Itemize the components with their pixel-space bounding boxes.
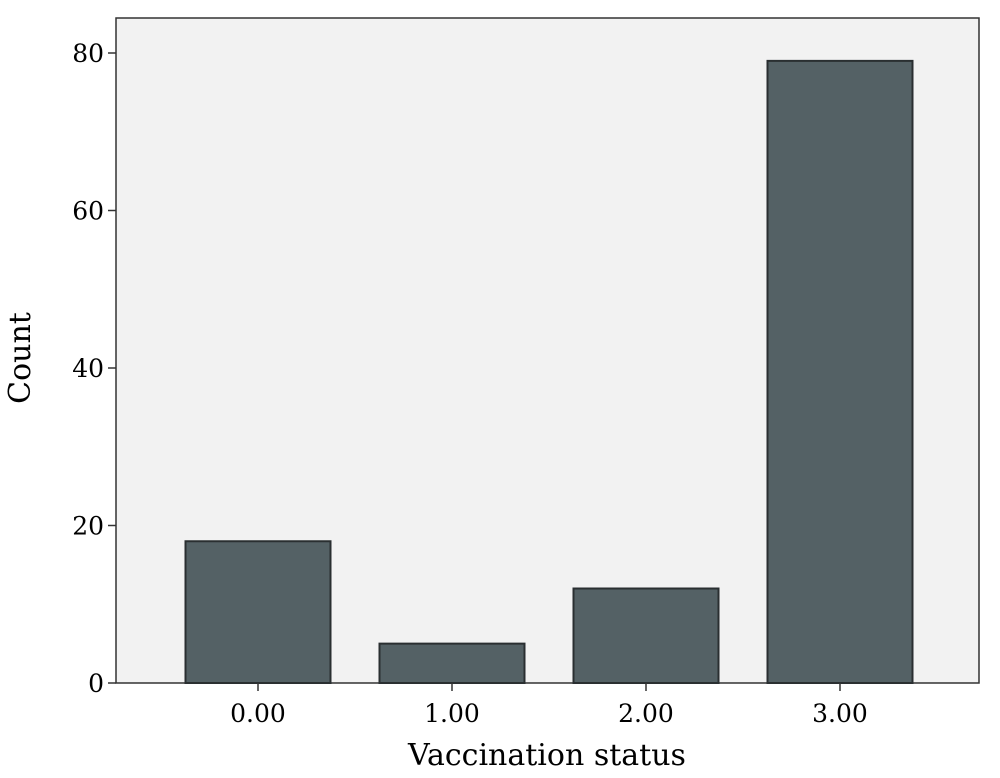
bar-1 xyxy=(378,642,526,684)
x-tick-label-0: 0.00 xyxy=(230,699,286,728)
y-axis-title: Count xyxy=(3,312,38,404)
bar-3 xyxy=(766,59,914,684)
x-tick-label-3: 3.00 xyxy=(812,699,868,728)
bar-2 xyxy=(572,587,720,684)
x-tick-label-1: 1.00 xyxy=(424,699,480,728)
bar-0 xyxy=(184,540,332,684)
x-axis-title: Vaccination status xyxy=(407,738,686,773)
y-tick-label-3: 60 xyxy=(72,197,104,226)
y-axis: 0 20 40 60 80 xyxy=(72,39,116,698)
x-axis: 0.00 1.00 2.00 3.00 xyxy=(230,683,868,728)
y-tick-label-4: 80 xyxy=(72,39,104,68)
x-tick-label-2: 2.00 xyxy=(618,699,674,728)
bars-group xyxy=(184,59,914,684)
y-tick-label-1: 20 xyxy=(72,512,104,541)
y-tick-label-0: 0 xyxy=(88,669,104,698)
y-tick-label-2: 40 xyxy=(72,354,104,383)
